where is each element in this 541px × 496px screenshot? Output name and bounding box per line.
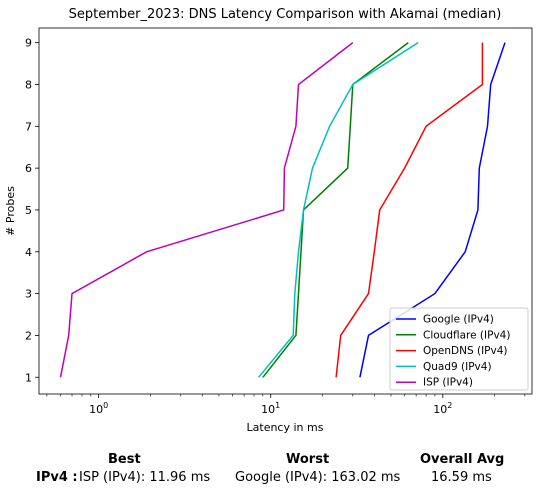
x-tick-label: 102 bbox=[433, 401, 452, 416]
legend-label-2: OpenDNS (IPv4) bbox=[423, 345, 508, 357]
legend-label-3: Quad9 (IPv4) bbox=[423, 361, 492, 373]
y-tick-label: 2 bbox=[25, 329, 32, 342]
x-tick-label: 100 bbox=[89, 401, 108, 416]
best-value: ISP (IPv4): 11.96 ms bbox=[79, 470, 211, 485]
legend-label-1: Cloudflare (IPv4) bbox=[423, 329, 510, 341]
avg-value: 16.59 ms bbox=[431, 470, 492, 485]
chart-title: September_2023: DNS Latency Comparison w… bbox=[69, 7, 502, 22]
legend-box bbox=[389, 307, 529, 391]
y-tick-label: 6 bbox=[25, 162, 32, 175]
legend-label-0: Google (IPv4) bbox=[423, 314, 494, 326]
y-tick-label: 9 bbox=[25, 37, 32, 50]
y-tick-label: 1 bbox=[25, 371, 32, 384]
worst-value: Google (IPv4): 163.02 ms bbox=[235, 470, 401, 485]
best-header: Best bbox=[108, 452, 141, 467]
y-tick-label: 3 bbox=[25, 288, 32, 301]
series-line-1 bbox=[262, 42, 409, 378]
summary-table: Best Worst Overall Avg IPv4 : ISP (IPv4)… bbox=[0, 448, 541, 496]
y-axis-label: # Probes bbox=[4, 186, 17, 236]
x-tick-label: 101 bbox=[261, 401, 280, 416]
y-tick-label: 8 bbox=[25, 78, 32, 91]
avg-header: Overall Avg bbox=[420, 452, 505, 467]
plot-area: 1 2 3 4 5 6 7 8 9 100 101 102 Google (IPv4) Cloudflar… bbox=[25, 27, 533, 416]
y-tick-label: 4 bbox=[25, 246, 32, 259]
series-line-2 bbox=[335, 42, 484, 378]
plot-frame bbox=[38, 27, 533, 395]
latency-chart: September_2023: DNS Latency Comparison w… bbox=[4, 7, 533, 434]
series-line-3 bbox=[258, 41, 419, 378]
worst-header: Worst bbox=[286, 452, 330, 467]
y-tick-label: 5 bbox=[25, 204, 32, 217]
y-tick-label: 7 bbox=[25, 120, 32, 133]
row-label: IPv4 : bbox=[36, 470, 78, 485]
series-line-4 bbox=[59, 42, 354, 378]
legend-label-4: ISP (IPv4) bbox=[423, 377, 473, 389]
x-axis-label: Latency in ms bbox=[247, 421, 324, 434]
